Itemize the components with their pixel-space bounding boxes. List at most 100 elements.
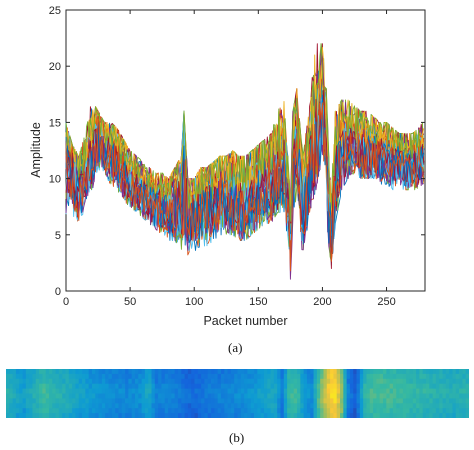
heatmap-cell <box>426 408 430 414</box>
heatmap-cell <box>267 393 271 399</box>
heatmap-cell <box>82 408 86 414</box>
heatmap-cell <box>297 373 301 380</box>
heatmap-cell <box>247 369 252 375</box>
heatmap-cell <box>452 393 457 399</box>
heatmap-cell <box>330 398 334 404</box>
heatmap-cell <box>148 383 152 389</box>
heatmap-cell <box>300 403 305 409</box>
heatmap-cell <box>267 383 271 389</box>
heatmap-cell <box>422 388 427 394</box>
heatmap-cell <box>442 403 447 409</box>
heatmap-cell <box>108 373 113 380</box>
heatmap-cell <box>426 369 430 375</box>
heatmap-cell <box>349 413 354 418</box>
heatmap-cell <box>363 369 367 375</box>
heatmap-cell <box>283 378 288 385</box>
heatmap-cell <box>356 413 361 418</box>
heatmap-cell <box>406 403 410 409</box>
heatmap-cell <box>432 369 437 375</box>
heatmap-cell <box>422 408 427 414</box>
heatmap-cell <box>346 413 351 418</box>
heatmap-cell <box>227 388 232 394</box>
heatmap-cell <box>164 393 169 399</box>
heatmap-cell <box>439 369 443 375</box>
heatmap-cell <box>144 413 149 418</box>
heatmap-cell <box>207 398 212 404</box>
heatmap-cell <box>389 369 394 375</box>
heatmap-cell <box>336 398 341 404</box>
heatmap-cell <box>78 403 83 409</box>
heatmap-cell <box>78 408 83 414</box>
heatmap-cell <box>201 388 205 394</box>
heatmap-cell <box>373 413 377 418</box>
heatmap-cell <box>158 413 162 418</box>
heatmap-cell <box>455 369 460 375</box>
heatmap-cell <box>389 393 394 399</box>
heatmap-cell <box>52 413 57 418</box>
heatmap-cell <box>85 373 90 380</box>
heatmap-cell <box>29 378 33 385</box>
heatmap-cell <box>144 408 149 414</box>
heatmap-cell <box>187 398 192 404</box>
heatmap-cell <box>254 413 258 418</box>
heatmap-cell <box>22 369 27 375</box>
heatmap-cell <box>442 383 447 389</box>
heatmap-cell <box>293 369 298 375</box>
heatmap-cell <box>293 413 298 418</box>
heatmap-cell <box>316 373 321 380</box>
heatmap-cell <box>310 398 314 404</box>
heatmap-cell <box>455 393 460 399</box>
heatmap-cell <box>82 403 86 409</box>
heatmap-cell <box>72 378 76 385</box>
heatmap-cell <box>280 408 285 414</box>
heatmap-cell <box>287 398 291 404</box>
heatmap-cell <box>369 398 374 404</box>
heatmap-cell <box>58 383 63 389</box>
heatmap-cell <box>19 373 23 380</box>
heatmap-cell <box>247 373 252 380</box>
heatmap-cell <box>310 408 314 414</box>
heatmap-cell <box>416 393 420 399</box>
heatmap-cell <box>353 378 357 385</box>
heatmap-cell <box>82 398 86 404</box>
heatmap-cell <box>75 369 80 375</box>
heatmap-cell <box>366 413 371 418</box>
heatmap-cell <box>197 403 202 409</box>
heatmap-cell <box>211 398 215 404</box>
heatmap-cell <box>283 383 288 389</box>
heatmap-cell <box>45 378 50 385</box>
heatmap-cell <box>29 369 33 375</box>
heatmap-cell <box>386 369 391 375</box>
heatmap-cell <box>101 378 106 385</box>
heatmap-cell <box>383 393 387 399</box>
heatmap-cell <box>68 403 73 409</box>
heatmap-cell <box>9 403 14 409</box>
heatmap-cell <box>310 393 314 399</box>
heatmap-cell <box>118 408 123 414</box>
heatmap-cell <box>412 383 417 389</box>
heatmap-cell <box>273 383 278 389</box>
heatmap-cell <box>191 398 195 404</box>
heatmap-cell <box>134 369 139 375</box>
heatmap-cell <box>297 378 301 385</box>
heatmap-cell <box>181 378 185 385</box>
heatmap-cell <box>138 403 142 409</box>
heatmap-cell <box>257 369 262 375</box>
heatmap-cell <box>303 369 308 375</box>
heatmap-cell <box>330 408 334 414</box>
heatmap-cell <box>240 403 245 409</box>
heatmap-cell <box>12 413 17 418</box>
heatmap-cell <box>244 393 248 399</box>
heatmap-cell <box>6 383 10 389</box>
heatmap-cell <box>422 369 427 375</box>
heatmap-cell <box>465 408 469 414</box>
heatmap-cell <box>29 398 33 404</box>
heatmap-cell <box>263 378 268 385</box>
heatmap-cell <box>462 393 467 399</box>
heatmap-cell <box>389 388 394 394</box>
heatmap-cell <box>392 393 397 399</box>
heatmap-cell <box>121 408 126 414</box>
heatmap-cell <box>78 413 83 418</box>
heatmap-cell <box>48 373 53 380</box>
heatmap-cell <box>293 373 298 380</box>
